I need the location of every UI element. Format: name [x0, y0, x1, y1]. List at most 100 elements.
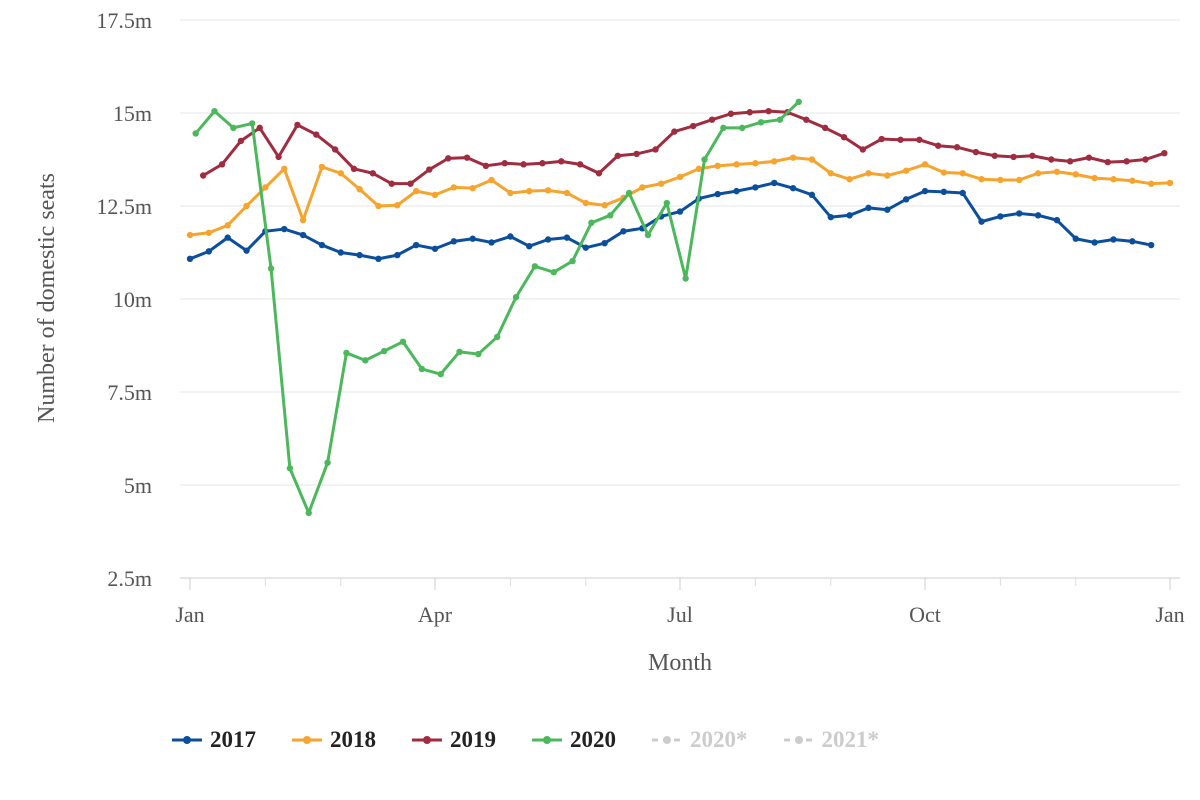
y-tick-label: 15m	[113, 101, 152, 126]
data-point-2017	[620, 228, 627, 235]
data-point-2019	[878, 135, 885, 143]
data-point-2019	[803, 116, 810, 123]
data-point-2017	[959, 189, 966, 197]
data-point-2019	[1104, 158, 1112, 166]
legend-swatch	[172, 736, 202, 744]
data-point-2019	[953, 144, 961, 151]
data-point-2018	[1053, 168, 1061, 175]
legend-item-2021*[interactable]: 2021*	[782, 727, 880, 753]
data-point-2019	[595, 170, 603, 177]
data-point-2017	[186, 255, 194, 263]
data-point-2017	[997, 213, 1004, 220]
x-tick-label: Jan	[175, 602, 204, 627]
data-point-2017	[1053, 216, 1061, 224]
y-axis-title: Number of domestic seats	[34, 173, 60, 423]
y-tick-label: 10m	[113, 287, 152, 312]
data-point-2017	[356, 251, 363, 259]
x-tick-label: Oct	[909, 602, 941, 627]
data-point-2017	[1129, 238, 1136, 245]
data-point-2019	[388, 180, 395, 187]
data-point-2020	[324, 459, 331, 466]
data-point-2018	[469, 184, 476, 192]
data-point-2017	[1016, 210, 1023, 217]
data-point-2017	[884, 206, 891, 213]
legend-item-2018[interactable]: 2018	[290, 727, 376, 753]
data-point-2020	[343, 349, 350, 357]
data-point-2017	[1034, 212, 1042, 219]
data-point-2020	[399, 338, 407, 345]
data-point-2020	[550, 269, 557, 276]
data-point-2017	[281, 225, 288, 233]
gridlines	[180, 19, 1180, 579]
data-point-2019	[765, 107, 772, 115]
data-point-2020	[663, 199, 671, 207]
data-point-2017	[337, 249, 344, 256]
legend-item-2017[interactable]: 2017	[170, 727, 256, 753]
data-point-2020	[757, 119, 765, 126]
data-point-2018	[902, 167, 910, 174]
data-point-2019	[256, 124, 263, 132]
y-tick-label: 12.5m	[96, 194, 152, 219]
data-point-2019	[294, 121, 301, 129]
data-point-2017	[940, 188, 948, 196]
data-point-2018	[1034, 170, 1042, 177]
data-point-2020	[512, 293, 520, 301]
data-point-2018	[337, 170, 344, 177]
data-point-2018	[714, 162, 721, 170]
legend-label: 2021*	[821, 727, 880, 752]
data-point-2017	[224, 234, 231, 241]
legend-swatch	[652, 736, 682, 744]
data-point-2017	[450, 238, 458, 245]
data-point-2017	[601, 240, 608, 247]
data-point-2017	[394, 251, 401, 259]
data-point-2020	[418, 365, 426, 373]
data-point-2018	[224, 222, 231, 229]
data-point-2019	[1161, 149, 1168, 157]
data-point-2020	[248, 120, 256, 127]
x-tick-label: Jul	[667, 602, 693, 627]
data-point-2020	[437, 370, 444, 378]
data-point-2020	[625, 189, 633, 197]
data-point-2020	[701, 156, 708, 163]
data-point-2018	[507, 189, 514, 197]
data-point-2018	[394, 202, 401, 209]
y-axis-ticks: 2.5m 5m 7.5m 10m 12.5m 15m 17.5m	[96, 8, 152, 591]
data-point-2020	[644, 231, 652, 239]
legend-item-2019[interactable]: 2019	[410, 727, 496, 753]
data-point-2018	[1072, 171, 1079, 178]
x-tick-label: Apr	[418, 602, 453, 627]
data-point-2017	[789, 184, 797, 192]
data-point-2018	[544, 187, 552, 194]
data-point-2019	[199, 172, 207, 179]
x-axis: Jan Apr Jul Oct Jan	[175, 577, 1185, 627]
data-point-2020	[588, 219, 595, 226]
data-point-2018	[299, 216, 307, 224]
data-point-2018	[431, 191, 439, 199]
data-point-2019	[897, 136, 904, 143]
data-point-2020	[230, 124, 237, 132]
data-point-2018	[752, 160, 759, 167]
data-point-2018	[997, 176, 1004, 184]
legend: 2017 2018 2019 2020 2020* 2021*	[170, 722, 913, 758]
data-point-2017	[299, 231, 307, 239]
data-point-2017	[978, 218, 985, 225]
data-point-2017	[846, 212, 853, 219]
data-point-2018	[1091, 174, 1098, 182]
data-point-2020	[682, 275, 689, 282]
legend-item-2020[interactable]: 2020	[530, 727, 616, 753]
data-point-2017	[714, 190, 721, 198]
data-point-2019	[746, 109, 753, 116]
data-point-2019	[1085, 154, 1093, 161]
data-point-2018	[1147, 180, 1155, 187]
data-point-2018	[243, 202, 250, 210]
data-point-2017	[544, 236, 552, 243]
x-axis-title: Month	[648, 650, 712, 676]
data-point-2020	[456, 348, 463, 356]
legend-item-2020*[interactable]: 2020*	[650, 727, 748, 753]
data-point-2018	[827, 170, 834, 177]
x-tick-label: Jan	[1155, 602, 1184, 627]
data-point-2019	[237, 137, 245, 145]
legend-swatch	[532, 736, 562, 744]
data-point-2018	[657, 180, 665, 187]
data-point-2018	[940, 169, 948, 176]
